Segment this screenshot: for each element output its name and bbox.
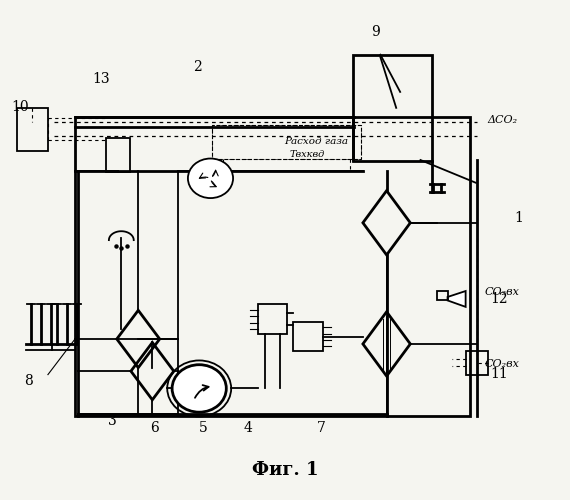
Circle shape: [172, 364, 226, 412]
Bar: [353, 54, 431, 161]
Polygon shape: [447, 291, 466, 307]
Text: CO₂вх: CO₂вх: [485, 358, 520, 368]
Bar: [437, 291, 447, 300]
Text: 7: 7: [317, 421, 326, 435]
Text: Фиг. 1: Фиг. 1: [252, 461, 318, 479]
Bar: [106, 138, 130, 172]
Bar: [211, 125, 361, 158]
Text: 12: 12: [491, 292, 508, 306]
Text: 4: 4: [244, 421, 253, 435]
Bar: [258, 304, 287, 334]
Text: CO₂вх: CO₂вх: [485, 287, 520, 297]
Bar: [75, 116, 470, 416]
Bar: [294, 322, 323, 352]
Bar: [17, 108, 48, 151]
Text: 6: 6: [150, 421, 158, 435]
Bar: [466, 351, 488, 374]
Text: Расход газа: Расход газа: [284, 136, 348, 145]
Text: 8: 8: [24, 374, 32, 388]
Text: 1: 1: [515, 211, 524, 225]
Circle shape: [188, 158, 233, 198]
Text: 5: 5: [199, 421, 207, 435]
Text: ΔCO₂: ΔCO₂: [487, 116, 518, 126]
Text: 3: 3: [108, 414, 117, 428]
Text: 2: 2: [193, 60, 202, 74]
Text: 10: 10: [11, 100, 28, 114]
Text: 13: 13: [93, 72, 111, 86]
Text: 9: 9: [371, 26, 380, 40]
Text: Tвхквд: Tвхквд: [290, 150, 325, 158]
Text: 11: 11: [491, 366, 508, 380]
